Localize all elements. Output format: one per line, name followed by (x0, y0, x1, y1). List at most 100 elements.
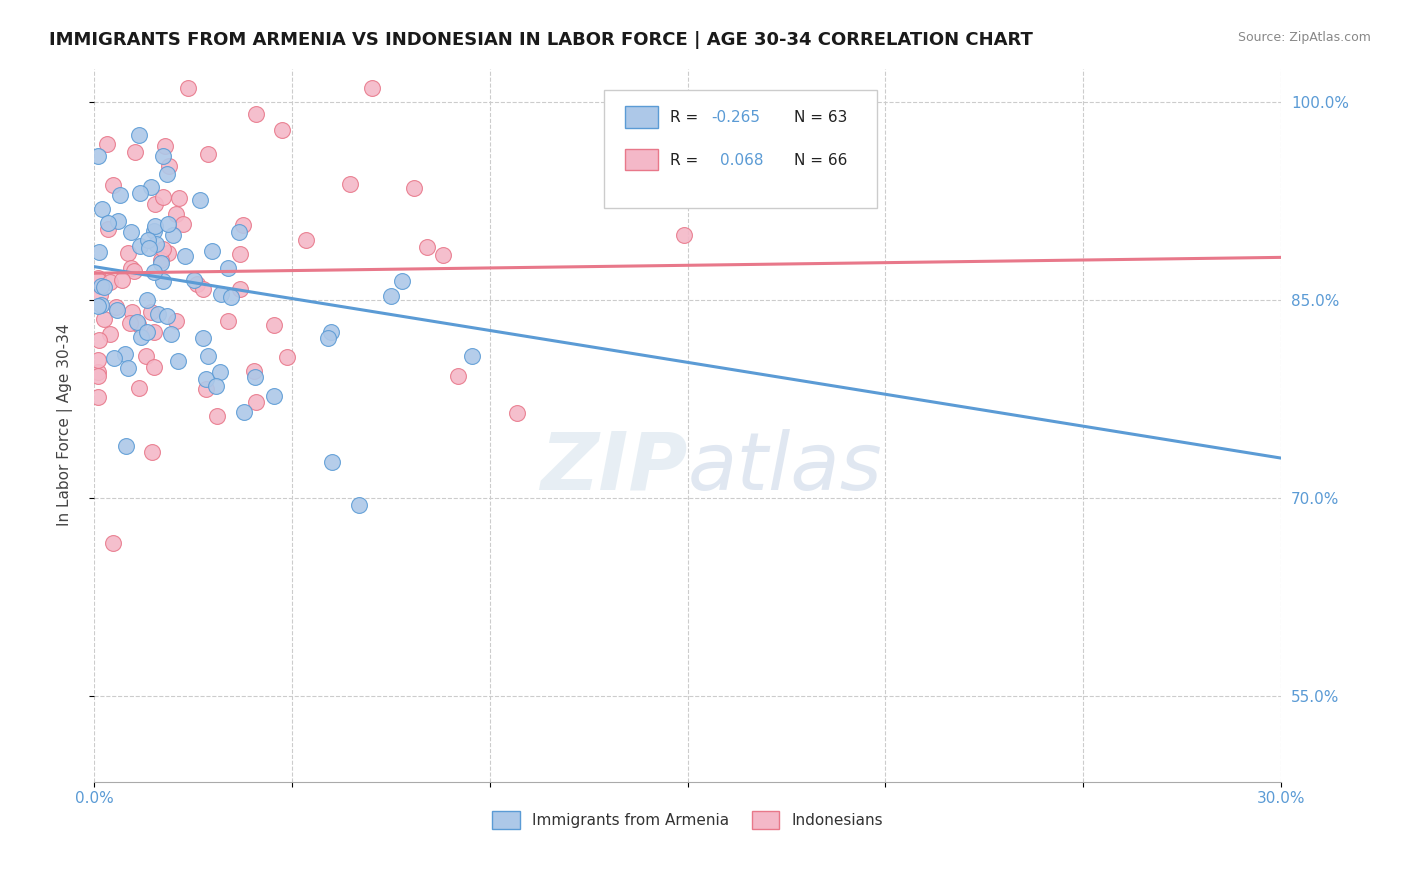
Point (191, 282, 214, 296)
Point (432, 248, 454, 262)
Legend: Immigrants from Armenia, Indonesians: Immigrants from Armenia, Indonesians (486, 805, 889, 835)
Point (117, 361, 139, 376)
Point (90, 298, 112, 312)
Point (228, 225, 250, 239)
Point (128, 128, 150, 142)
Point (90, 202, 112, 217)
Point (108, 188, 131, 202)
Text: ZIP: ZIP (540, 429, 688, 507)
Point (263, 318, 285, 332)
Point (167, 353, 190, 368)
Point (120, 261, 142, 276)
Point (135, 349, 157, 363)
Point (148, 307, 170, 321)
Point (124, 145, 146, 159)
Point (103, 351, 125, 366)
Point (98, 327, 121, 342)
Point (167, 191, 190, 205)
Point (152, 149, 174, 163)
Bar (624, 149, 658, 170)
Point (245, 395, 267, 409)
Point (93, 312, 115, 326)
Point (139, 179, 162, 194)
Point (318, 331, 340, 345)
Point (207, 409, 229, 424)
Point (97, 216, 120, 230)
Text: R =: R = (669, 111, 703, 125)
Point (97, 222, 120, 236)
Point (115, 439, 138, 453)
Point (205, 378, 228, 392)
Point (221, 290, 243, 304)
Y-axis label: In Labor Force | Age 30-34: In Labor Force | Age 30-34 (58, 324, 73, 526)
Point (87, 149, 110, 163)
Point (415, 240, 437, 254)
Point (93, 280, 115, 294)
Point (104, 300, 127, 314)
Point (156, 309, 179, 323)
Point (141, 445, 163, 459)
Point (139, 305, 162, 319)
Point (186, 277, 208, 292)
Point (165, 207, 187, 221)
Point (156, 167, 179, 181)
Point (197, 349, 219, 363)
Bar (624, 106, 658, 128)
Point (506, 406, 529, 420)
Point (87, 352, 110, 367)
Point (673, 227, 696, 242)
Point (87, 368, 110, 383)
Point (295, 233, 318, 247)
Point (177, 81, 200, 95)
Point (128, 381, 150, 395)
Point (361, 81, 384, 95)
Point (122, 264, 145, 278)
Point (156, 217, 179, 231)
Text: IMMIGRANTS FROM ARMENIA VS INDONESIAN IN LABOR FORCE | AGE 30-34 CORRELATION CHA: IMMIGRANTS FROM ARMENIA VS INDONESIAN IN… (49, 31, 1033, 49)
Text: Source: ZipAtlas.com: Source: ZipAtlas.com (1237, 31, 1371, 45)
Point (321, 325, 343, 339)
Point (87, 273, 110, 287)
Point (105, 303, 128, 318)
Point (447, 369, 470, 384)
Point (143, 196, 166, 211)
FancyBboxPatch shape (605, 90, 877, 208)
Point (87, 390, 110, 404)
Point (135, 293, 157, 308)
Point (217, 313, 239, 327)
Point (263, 389, 285, 403)
Point (114, 346, 136, 360)
Point (172, 217, 194, 231)
Point (125, 315, 148, 329)
Point (201, 244, 224, 258)
Point (153, 139, 176, 153)
Point (321, 455, 343, 469)
Point (121, 305, 143, 319)
Text: N = 63: N = 63 (794, 111, 848, 125)
Point (188, 193, 211, 207)
Point (208, 366, 231, 380)
Point (89, 333, 111, 347)
Point (138, 241, 160, 255)
Point (87, 299, 110, 313)
Point (96, 136, 118, 151)
Point (142, 224, 165, 238)
Point (270, 123, 292, 137)
Point (87, 270, 110, 285)
Point (129, 186, 152, 201)
Point (402, 181, 425, 195)
Text: R =: R = (669, 153, 707, 168)
Point (183, 273, 205, 287)
Point (152, 190, 174, 204)
Point (131, 329, 153, 343)
Point (243, 364, 266, 378)
Point (120, 225, 142, 239)
Point (152, 242, 174, 256)
Point (142, 360, 165, 375)
Point (232, 219, 254, 233)
Point (98, 275, 121, 289)
Point (232, 405, 254, 419)
Point (143, 325, 166, 339)
Point (165, 313, 187, 327)
Point (136, 325, 159, 339)
